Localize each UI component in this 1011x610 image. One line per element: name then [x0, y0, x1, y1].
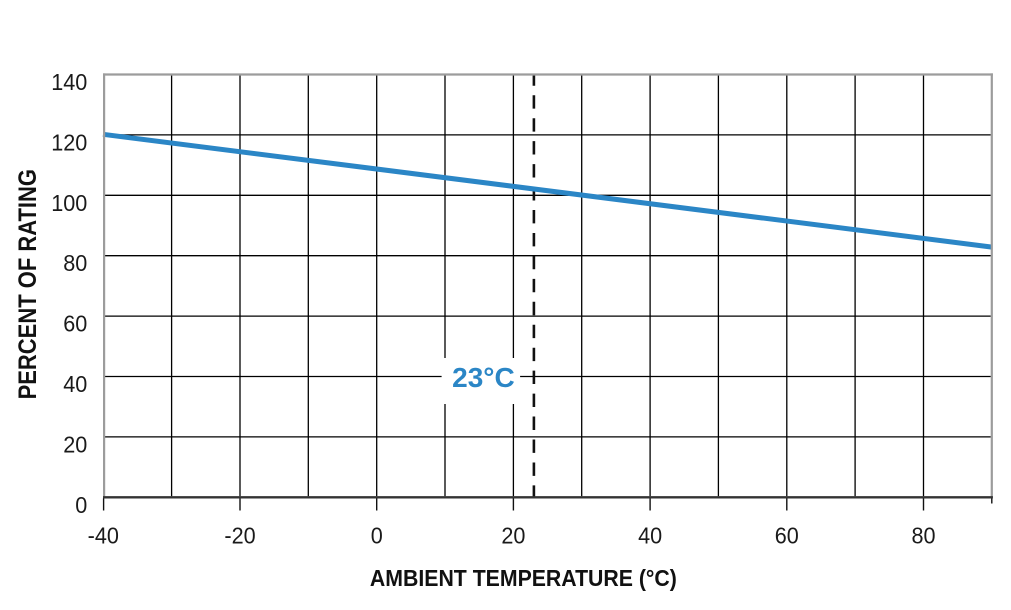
svg-text:23°C: 23°C — [452, 362, 515, 393]
svg-text:80: 80 — [63, 251, 87, 277]
svg-text:40: 40 — [63, 371, 87, 397]
svg-text:20: 20 — [501, 523, 525, 549]
svg-text:AMBIENT TEMPERATURE (°C): AMBIENT TEMPERATURE (°C) — [370, 565, 677, 591]
svg-text:80: 80 — [911, 523, 935, 549]
svg-text:140: 140 — [51, 69, 87, 95]
svg-text:120: 120 — [51, 130, 87, 156]
svg-text:20: 20 — [63, 432, 87, 458]
svg-text:60: 60 — [775, 523, 799, 549]
svg-text:0: 0 — [371, 523, 383, 549]
svg-text:60: 60 — [63, 311, 87, 337]
svg-text:PERCENT OF RATING: PERCENT OF RATING — [14, 169, 42, 399]
svg-text:-40: -40 — [88, 523, 119, 549]
svg-text:0: 0 — [75, 492, 87, 518]
svg-text:40: 40 — [638, 523, 662, 549]
svg-text:100: 100 — [51, 190, 87, 216]
svg-text:-20: -20 — [224, 523, 255, 549]
